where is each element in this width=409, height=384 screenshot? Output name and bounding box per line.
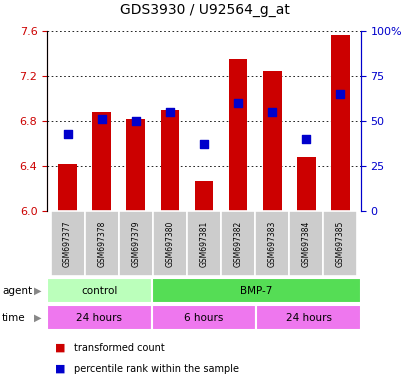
Bar (119, 211, 153, 276)
Bar (288, 211, 323, 276)
Text: GSM697377: GSM697377 (63, 220, 72, 267)
Point (336, 91, 343, 97)
Point (200, 141, 207, 147)
Text: ▶: ▶ (34, 286, 42, 296)
Bar (50, 211, 84, 276)
Text: 24 hours: 24 hours (76, 313, 122, 323)
Text: GSM697379: GSM697379 (131, 220, 140, 267)
Text: BMP-7: BMP-7 (240, 286, 272, 296)
Text: GDS3930 / U92564_g_at: GDS3930 / U92564_g_at (120, 3, 289, 17)
Text: 6 hours: 6 hours (184, 313, 223, 323)
Text: transformed count: transformed count (74, 343, 164, 353)
Bar (47, 305, 151, 330)
Bar (151, 305, 256, 330)
Bar (220, 211, 254, 276)
Point (302, 136, 309, 142)
Text: GSM697381: GSM697381 (199, 221, 208, 267)
Text: GSM697385: GSM697385 (335, 221, 344, 267)
Bar (58, 164, 77, 211)
Bar (228, 59, 247, 211)
Bar (194, 181, 213, 211)
Text: time: time (2, 313, 26, 323)
Bar (330, 35, 349, 211)
Text: control: control (81, 286, 117, 296)
Bar (84, 211, 119, 276)
Bar (153, 211, 187, 276)
Point (132, 118, 139, 124)
Text: agent: agent (2, 286, 32, 296)
Text: ■: ■ (55, 343, 66, 353)
Bar (126, 119, 145, 211)
Bar (160, 110, 179, 211)
Text: GSM697384: GSM697384 (301, 221, 310, 267)
Text: ▶: ▶ (34, 313, 42, 323)
Bar (296, 157, 315, 211)
Point (234, 100, 241, 106)
Bar (151, 278, 360, 303)
Bar (254, 211, 288, 276)
Text: percentile rank within the sample: percentile rank within the sample (74, 364, 238, 374)
Text: ■: ■ (55, 364, 66, 374)
Point (268, 109, 275, 115)
Bar (256, 305, 360, 330)
Bar (323, 211, 357, 276)
Point (64, 131, 71, 137)
Text: 24 hours: 24 hours (285, 313, 331, 323)
Bar (92, 112, 111, 211)
Text: GSM697380: GSM697380 (165, 221, 174, 267)
Text: GSM697383: GSM697383 (267, 221, 276, 267)
Point (98, 116, 105, 122)
Text: GSM697378: GSM697378 (97, 221, 106, 267)
Bar (262, 71, 281, 211)
Text: GSM697382: GSM697382 (233, 221, 242, 267)
Bar (47, 278, 151, 303)
Bar (187, 211, 220, 276)
Point (166, 109, 173, 115)
